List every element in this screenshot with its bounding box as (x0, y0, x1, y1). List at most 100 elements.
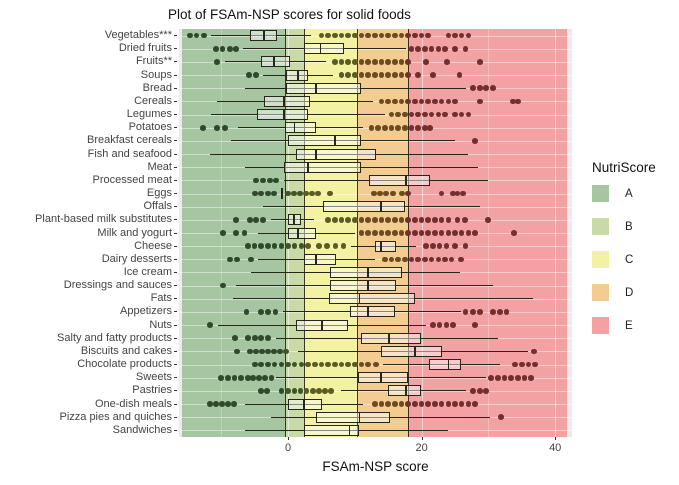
outlier-dot (385, 98, 391, 105)
outlier-dot (315, 190, 321, 197)
box (288, 135, 361, 147)
legend-item: B (592, 218, 656, 235)
legend: NutriScore A B C D E (592, 160, 656, 350)
outlier-dot (476, 59, 483, 65)
whisker (245, 429, 449, 431)
outlier-dot (225, 401, 231, 407)
outlier-dot (378, 217, 385, 223)
median-line (307, 161, 309, 173)
y-tick-mark (174, 219, 177, 221)
outlier-dot (395, 256, 401, 263)
legend-swatch-A (592, 185, 609, 202)
outlier-dot (331, 217, 338, 223)
outlier-dot (398, 32, 405, 39)
median-line (315, 82, 317, 94)
category-label: Biscuits and cakes (80, 344, 172, 357)
outlier-dot (521, 374, 528, 381)
outlier-dot (470, 309, 476, 315)
outlier-dot (234, 348, 241, 355)
outlier-dot (258, 361, 265, 368)
outlier-dot (218, 374, 224, 381)
outlier-dot (345, 361, 351, 368)
outlier-dot (378, 401, 385, 407)
outlier-dot (248, 256, 255, 263)
whisker (225, 61, 327, 63)
outlier-dot (278, 243, 285, 249)
whisker (263, 206, 480, 208)
outlier-dot (422, 45, 428, 52)
outlier-dot (452, 98, 458, 105)
band-boundary-line (357, 29, 358, 437)
outlier-dot (256, 374, 263, 381)
outlier-dot (225, 374, 231, 381)
outlier-dot (388, 256, 395, 263)
y-tick-mark (174, 285, 177, 287)
median-line (414, 345, 416, 357)
median-line (380, 201, 382, 213)
box (288, 398, 323, 410)
outlier-dot (418, 217, 425, 223)
outlier-dot (423, 243, 430, 249)
category-label: Potatoes (128, 121, 172, 134)
legend-label: B (625, 220, 633, 233)
outlier-dot (472, 138, 478, 144)
outlier-dot (390, 190, 396, 197)
outlier-dot (385, 230, 391, 236)
outlier-dot (365, 72, 371, 78)
outlier-dot (358, 361, 365, 368)
outlier-dot (425, 401, 432, 407)
outlier-dot (385, 401, 391, 407)
y-tick-mark (174, 232, 177, 234)
box (285, 122, 317, 134)
outlier-dot (365, 59, 371, 65)
outlier-dot (272, 309, 279, 315)
outlier-dot (408, 256, 415, 263)
outlier-dot (200, 124, 206, 131)
outlier-dot (311, 361, 318, 368)
outlier-dot (365, 32, 371, 39)
outlier-dot (388, 124, 395, 131)
row-gridline (179, 167, 572, 169)
outlier-dot (428, 45, 435, 52)
outlier-dot (378, 72, 385, 78)
y-tick-mark (174, 179, 177, 181)
outlier-dot (445, 98, 452, 105)
median-line (263, 30, 265, 42)
row-gridline (179, 114, 572, 116)
outlier-dot (482, 388, 489, 394)
box (330, 280, 397, 292)
outlier-dot (214, 124, 220, 131)
box (428, 359, 461, 371)
outlier-dot (219, 45, 226, 52)
outlier-dot (462, 45, 469, 52)
outlier-dot (462, 243, 469, 249)
outlier-dot (412, 401, 418, 407)
outlier-dot (352, 59, 358, 65)
median-line (380, 240, 382, 252)
outlier-dot (415, 124, 422, 131)
outlier-dot (265, 361, 271, 368)
outlier-dot (458, 256, 464, 263)
whisker (237, 127, 363, 129)
box (296, 148, 377, 160)
y-tick-mark (174, 48, 177, 50)
whisker (257, 232, 355, 234)
category-label: Fruits** (135, 55, 172, 68)
outlier-dot (422, 111, 428, 118)
y-tick-mark (174, 337, 177, 339)
outlier-dot (425, 32, 432, 39)
outlier-dot (458, 230, 465, 236)
x-tick-label: 40 (549, 442, 562, 454)
outlier-dot (435, 111, 442, 118)
y-tick-mark (174, 35, 177, 37)
plot-panel (179, 29, 572, 437)
row-gridline (179, 325, 572, 327)
outlier-dot (331, 59, 338, 65)
outlier-dot (422, 256, 428, 263)
outlier-dot (233, 217, 239, 223)
outlier-dot (418, 98, 425, 105)
outlier-dot (372, 401, 378, 407)
box (288, 227, 317, 239)
category-label: Sandwiches (112, 423, 172, 436)
outlier-dot (291, 388, 298, 394)
